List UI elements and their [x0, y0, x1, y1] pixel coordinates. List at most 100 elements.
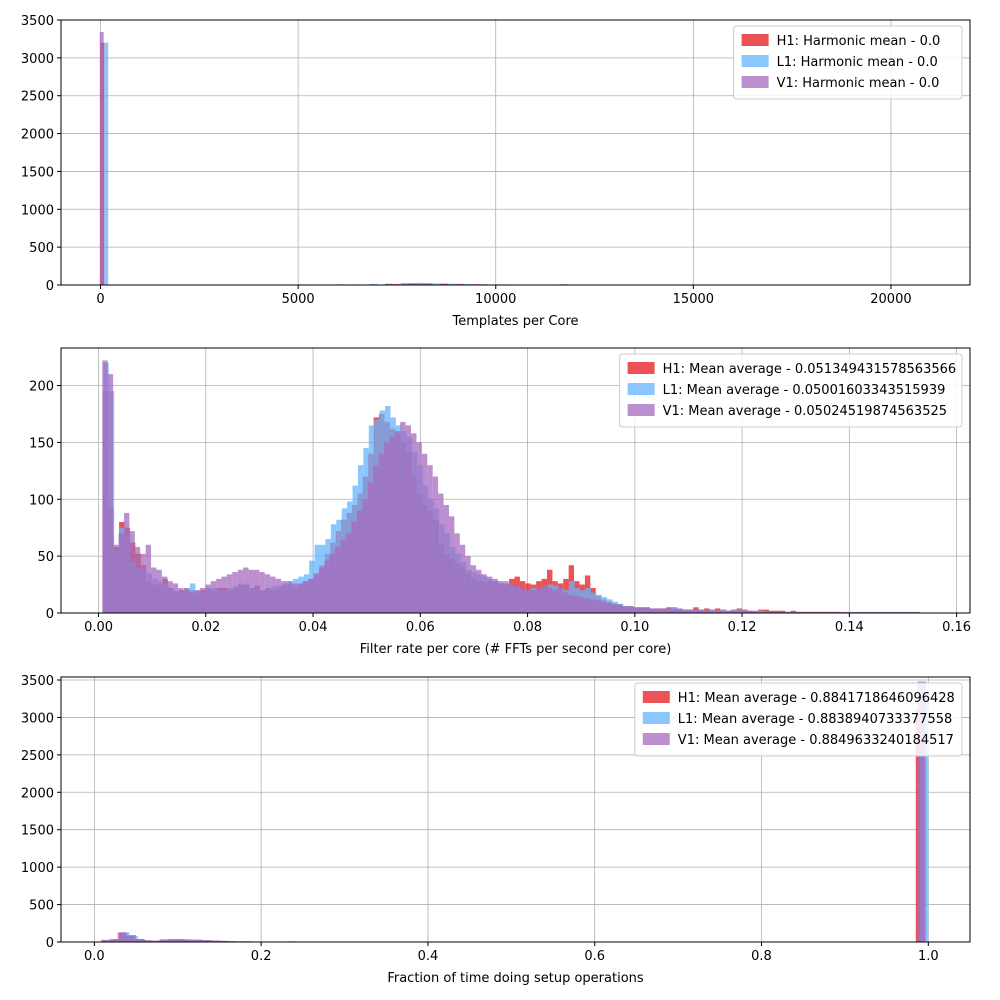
histogram-bar: [551, 590, 558, 613]
histogram-bar: [503, 581, 509, 613]
x-axis-label: Fraction of time doing setup operations: [387, 971, 644, 986]
histogram-bar: [129, 531, 135, 613]
histogram-bar: [654, 608, 661, 613]
histogram-bar: [205, 584, 211, 613]
histogram-bar: [248, 569, 254, 613]
histogram-bar: [660, 608, 666, 613]
histogram-bar: [828, 611, 834, 613]
x-tick-label: 0.8: [751, 949, 772, 964]
histogram-bar: [351, 522, 357, 613]
legend-entry: H1: Mean average - 0.051349431578563566: [663, 362, 957, 377]
histogram-bar: [340, 540, 347, 613]
histogram-bar: [871, 611, 877, 613]
x-tick-label: 0.4: [418, 949, 439, 964]
series-l1: [104, 42, 567, 285]
histogram-bar: [855, 611, 861, 613]
histogram-bar: [692, 609, 699, 613]
histogram-bar: [405, 425, 412, 613]
histogram-bar: [416, 442, 422, 613]
histogram-bar: [568, 594, 574, 613]
histogram-bar: [378, 453, 384, 613]
y-axis: 0 500 1000 1500 2000 2500 3000 3500: [21, 14, 61, 294]
histogram-bar: [216, 578, 222, 613]
legend-entry: V1: Harmonic mean - 0.0: [777, 76, 940, 91]
legend-swatch: [642, 733, 670, 745]
histogram-bar: [465, 556, 471, 613]
histogram-bar: [178, 587, 184, 613]
histogram-bar: [893, 611, 899, 613]
y-axis: 0 500 1000 1500 2000 2500 3000 3500: [21, 674, 61, 951]
histogram-bar: [887, 611, 894, 613]
y-tick-label: 2500: [21, 749, 54, 764]
histogram-bar: [622, 606, 628, 613]
histogram-bar: [113, 544, 119, 613]
histogram-bar: [790, 611, 796, 613]
histogram-bar: [107, 374, 114, 613]
histogram-bar: [408, 283, 417, 285]
histogram-bar: [530, 590, 536, 613]
histogram-bar: [795, 611, 802, 613]
histogram-bar: [643, 607, 650, 613]
histogram-bar: [201, 940, 210, 942]
x-tick-label: 0.02: [191, 620, 220, 635]
series-v1: [102, 360, 921, 613]
histogram-bar: [217, 940, 227, 942]
y-tick-label: 3000: [21, 711, 54, 726]
histogram-bar: [421, 453, 428, 613]
y-tick-label: 0: [46, 936, 54, 951]
histogram-bar: [746, 610, 753, 613]
axes-frame: [60, 19, 971, 286]
histogram-bar: [440, 283, 449, 285]
histogram-bar: [308, 578, 314, 613]
histogram-bar: [513, 585, 520, 613]
histogram-bar: [362, 499, 368, 613]
histogram-bar: [210, 581, 217, 613]
legend-swatch: [627, 362, 655, 374]
histogram-bar: [681, 609, 688, 613]
histogram-bar: [126, 936, 135, 942]
histogram-bar: [838, 611, 845, 613]
histogram-bar: [297, 583, 303, 613]
histogram-bar: [443, 504, 449, 613]
legend-swatch: [627, 383, 655, 395]
histogram-bar: [649, 608, 655, 613]
histogram-bar: [763, 609, 770, 613]
histogram-bar: [763, 611, 769, 613]
axes-frame: [60, 347, 971, 614]
histogram-bar: [385, 283, 393, 285]
y-tick-label: 1500: [21, 165, 54, 180]
histogram-bar: [876, 611, 883, 613]
histogram-bar: [194, 590, 200, 613]
legend-swatch: [627, 404, 655, 416]
histogram-bar: [866, 611, 872, 613]
histogram-bar: [806, 611, 812, 613]
histogram-bar: [427, 465, 433, 613]
histogram-bar: [237, 569, 244, 613]
histogram-bar: [481, 574, 487, 613]
histogram-bar: [101, 939, 110, 942]
histogram-bar: [849, 611, 856, 613]
histogram-bar: [291, 583, 298, 613]
x-tick-label: 15000: [673, 292, 714, 307]
x-tick-label: 0.08: [513, 620, 542, 635]
histogram-bar: [270, 576, 276, 613]
legend: H1: Mean average - 0.8841718646096428 L1:…: [634, 682, 963, 757]
histogram-bar: [411, 433, 417, 613]
histogram-bar: [313, 574, 319, 613]
histogram-bar: [134, 547, 141, 613]
histogram-bar: [448, 283, 457, 285]
legend-swatch: [642, 691, 670, 703]
histogram-bar: [167, 939, 177, 942]
histogram-bar: [492, 578, 498, 613]
y-tick-label: 1500: [21, 824, 54, 839]
y-tick-label: 150: [29, 436, 54, 451]
histogram-bar: [573, 595, 579, 613]
histogram-bar: [546, 587, 552, 613]
histogram-bar: [708, 610, 715, 613]
histogram-bar: [123, 512, 130, 613]
histogram-bar: [281, 581, 287, 613]
histogram-bar: [102, 360, 108, 613]
histogram-bar: [134, 939, 143, 942]
chart-templates-per-core: 0 5000 10000 15000 20000 Templates per Core 0 5…: [21, 14, 971, 329]
histogram-bar: [159, 939, 168, 942]
